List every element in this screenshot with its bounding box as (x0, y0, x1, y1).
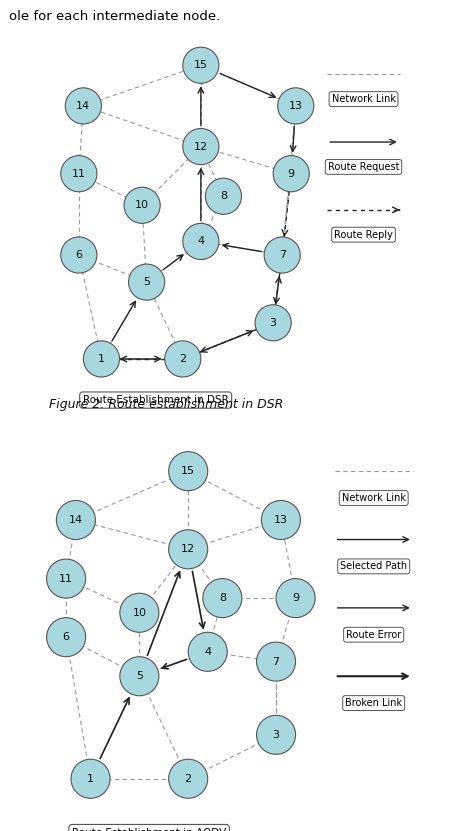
Text: 14: 14 (69, 515, 83, 525)
Text: 3: 3 (273, 730, 280, 740)
Text: 15: 15 (181, 466, 195, 476)
Text: 12: 12 (181, 544, 195, 554)
Text: Route Establishment in AODV: Route Establishment in AODV (72, 828, 226, 831)
Circle shape (46, 617, 86, 656)
Text: 1: 1 (98, 354, 105, 364)
Text: 7: 7 (273, 656, 280, 666)
Circle shape (169, 760, 208, 799)
Text: 2: 2 (184, 774, 192, 784)
Text: 10: 10 (135, 200, 149, 210)
Text: 15: 15 (194, 60, 208, 71)
Circle shape (61, 237, 97, 273)
Text: Network Link: Network Link (331, 94, 395, 104)
Text: 6: 6 (75, 250, 82, 260)
Circle shape (183, 129, 219, 165)
Circle shape (273, 155, 310, 192)
Circle shape (203, 578, 242, 617)
Circle shape (120, 656, 159, 696)
Text: 14: 14 (76, 101, 91, 111)
Text: 12: 12 (194, 141, 208, 151)
Circle shape (83, 341, 119, 377)
Text: Broken Link: Broken Link (345, 698, 402, 708)
Circle shape (255, 305, 291, 341)
Circle shape (128, 264, 164, 300)
Circle shape (183, 47, 219, 83)
Text: 9: 9 (288, 169, 295, 179)
Circle shape (188, 632, 227, 671)
Text: 8: 8 (219, 593, 226, 603)
Text: Route Request: Route Request (328, 162, 399, 172)
Circle shape (261, 500, 301, 539)
Text: 3: 3 (270, 317, 277, 327)
Circle shape (61, 155, 97, 192)
Circle shape (169, 452, 208, 490)
Circle shape (164, 341, 201, 377)
Circle shape (124, 187, 160, 224)
Text: Route Reply: Route Reply (334, 229, 393, 239)
Circle shape (65, 88, 101, 124)
Text: 5: 5 (143, 277, 150, 288)
Circle shape (183, 224, 219, 259)
Text: 9: 9 (292, 593, 299, 603)
Text: 13: 13 (289, 101, 303, 111)
Text: Selected Path: Selected Path (340, 562, 407, 572)
Circle shape (264, 237, 300, 273)
Text: 2: 2 (179, 354, 186, 364)
Circle shape (278, 88, 314, 124)
Text: Route Error: Route Error (346, 630, 401, 640)
Circle shape (205, 178, 242, 214)
Circle shape (71, 760, 110, 799)
Text: 1: 1 (87, 774, 94, 784)
Text: 8: 8 (220, 191, 227, 201)
Circle shape (276, 578, 315, 617)
Text: 6: 6 (63, 632, 70, 642)
Text: 11: 11 (59, 573, 73, 583)
Text: 10: 10 (132, 607, 146, 617)
Circle shape (56, 500, 95, 539)
Circle shape (120, 593, 159, 632)
Circle shape (256, 642, 296, 681)
Circle shape (169, 530, 208, 568)
Text: ole for each intermediate node.: ole for each intermediate node. (9, 10, 221, 23)
Circle shape (256, 715, 296, 755)
Text: Network Link: Network Link (342, 493, 406, 503)
Text: 13: 13 (274, 515, 288, 525)
Circle shape (46, 559, 86, 598)
Text: 5: 5 (136, 671, 143, 681)
Text: 7: 7 (279, 250, 286, 260)
Text: Figure 2. Route establishment in DSR: Figure 2. Route establishment in DSR (49, 398, 283, 411)
Text: 11: 11 (72, 169, 86, 179)
Text: 4: 4 (204, 647, 211, 656)
Text: 4: 4 (197, 237, 204, 247)
Text: Route Establishment in DSR: Route Establishment in DSR (83, 395, 228, 405)
